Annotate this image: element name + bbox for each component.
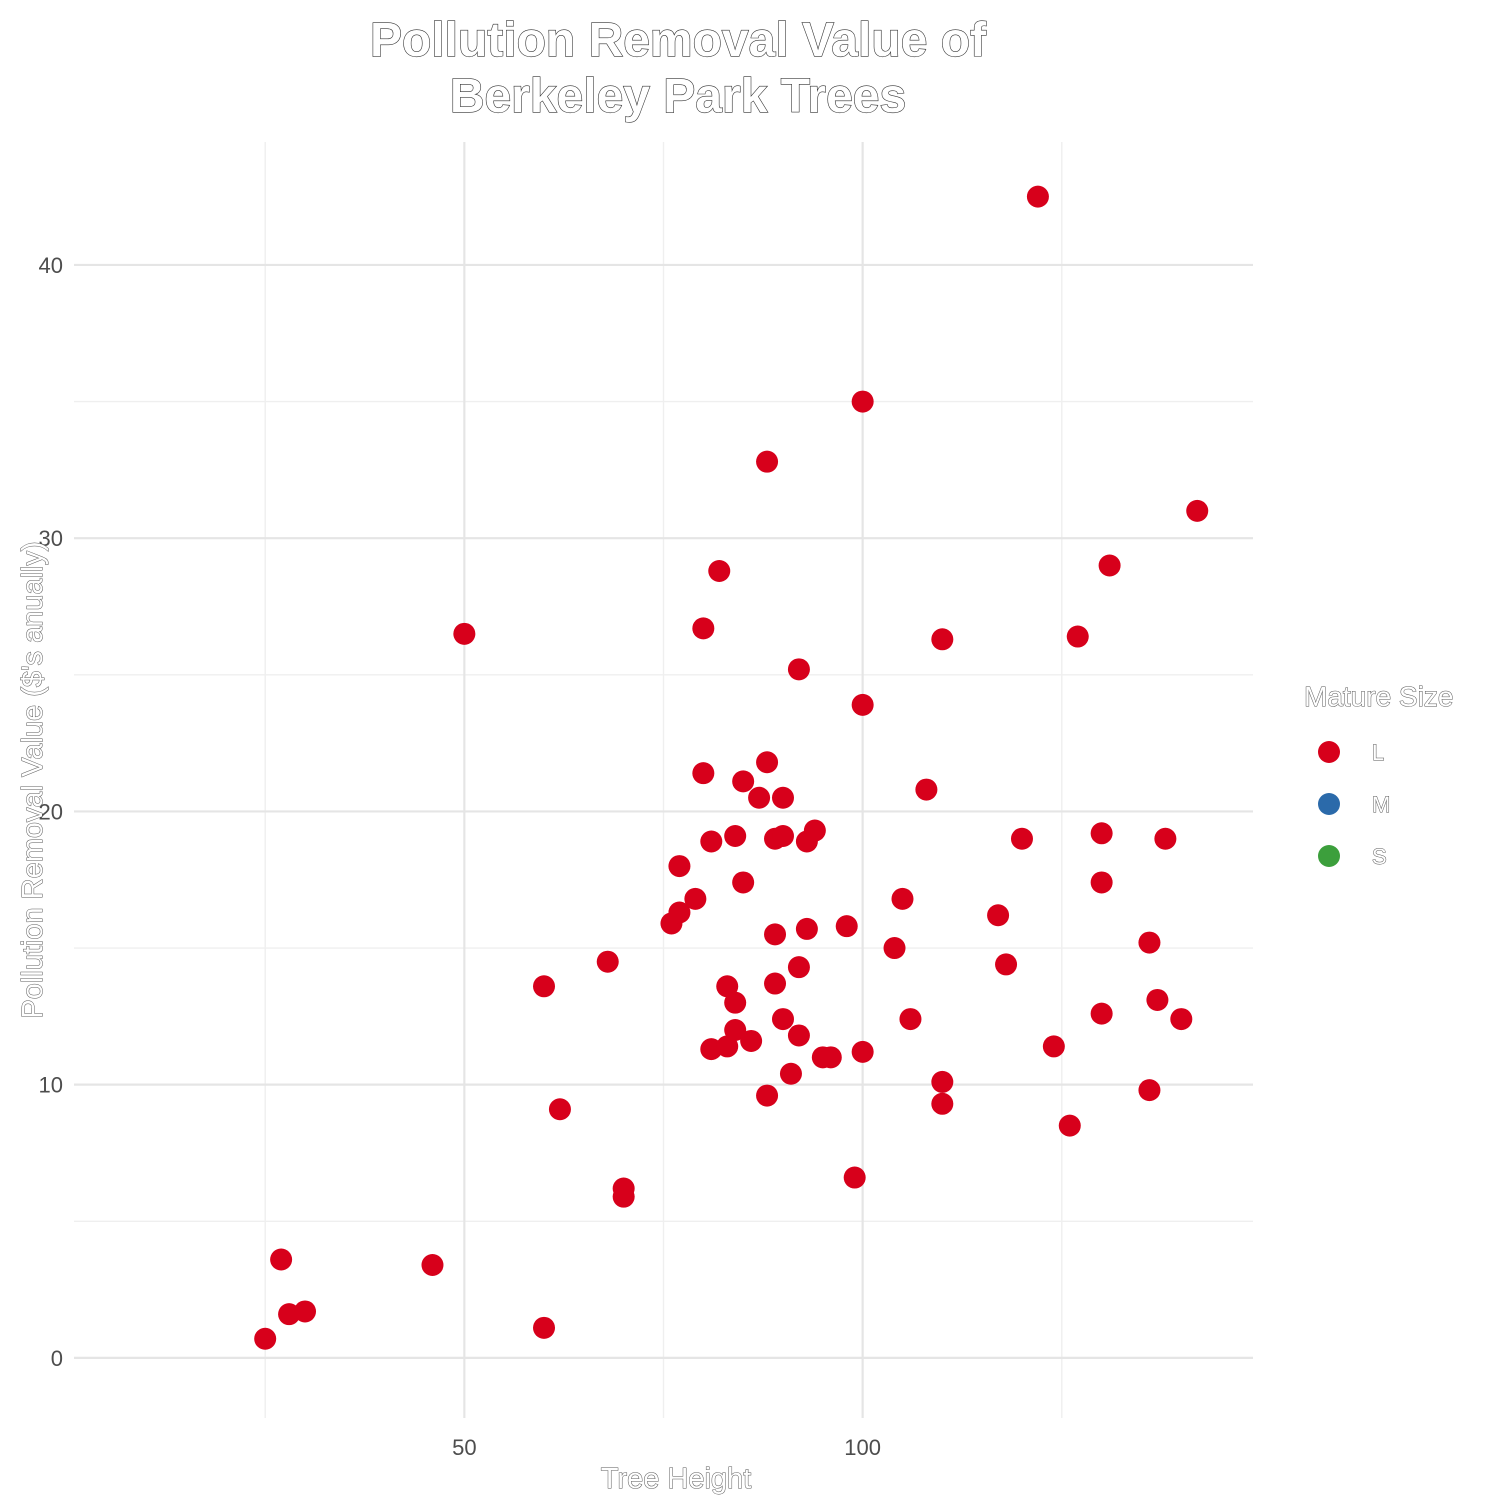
legend-key-marker <box>1318 845 1340 867</box>
data-point <box>1146 988 1169 1011</box>
data-point <box>787 658 810 681</box>
data-point <box>724 991 747 1014</box>
data-point <box>684 887 707 910</box>
data-point <box>787 1024 810 1047</box>
y-tick-label: 0 <box>51 1346 63 1371</box>
data-point <box>756 751 779 774</box>
data-point <box>771 1008 794 1031</box>
y-tick-label: 30 <box>39 526 63 551</box>
data-point <box>1098 554 1121 577</box>
data-point <box>748 786 771 809</box>
legend-key-marker <box>1318 793 1340 815</box>
data-point <box>771 786 794 809</box>
data-point <box>1026 185 1049 208</box>
data-point <box>740 1029 763 1052</box>
data-point <box>851 1040 874 1063</box>
data-point <box>548 1098 571 1121</box>
data-point <box>835 915 858 938</box>
data-point <box>764 972 787 995</box>
chart-title-line-2: Berkeley Park Trees <box>450 70 906 123</box>
data-point <box>724 1019 747 1042</box>
data-point <box>803 819 826 842</box>
data-point <box>612 1185 635 1208</box>
data-point <box>1058 1114 1081 1137</box>
data-point <box>899 1008 922 1031</box>
data-point <box>787 956 810 979</box>
data-point <box>732 770 755 793</box>
legend-keys: L M S <box>1318 740 1391 870</box>
legend-key-label: L <box>1372 740 1384 765</box>
data-points <box>254 185 1209 1350</box>
data-point <box>254 1327 277 1350</box>
data-point <box>851 693 874 716</box>
data-point <box>596 950 619 973</box>
data-point <box>883 937 906 960</box>
data-point <box>1066 625 1089 648</box>
data-point <box>1170 1008 1193 1031</box>
data-point <box>1138 931 1161 954</box>
plot-grid <box>74 142 1253 1418</box>
data-point <box>453 622 476 645</box>
chart-title-line-1: Pollution Removal Value of <box>370 14 987 67</box>
data-point <box>716 975 739 998</box>
y-tick-label: 40 <box>39 253 63 278</box>
data-point <box>1186 499 1209 522</box>
data-point <box>668 901 691 924</box>
axis-ticks: 50 100 0 10 20 30 40 <box>39 253 881 1460</box>
data-point <box>668 855 691 878</box>
data-point <box>915 778 938 801</box>
data-point <box>851 390 874 413</box>
data-point <box>995 953 1018 976</box>
y-axis-title: Pollution Removal Value ($'s anually) <box>17 541 49 1018</box>
x-tick-label: 50 <box>452 1435 476 1460</box>
data-point <box>819 1046 842 1069</box>
data-point <box>1090 1002 1113 1025</box>
data-point <box>1154 827 1177 850</box>
data-point <box>270 1248 293 1271</box>
data-point <box>716 1035 739 1058</box>
legend-title: Mature Size <box>1304 681 1453 712</box>
data-point <box>779 1062 802 1085</box>
data-point <box>891 887 914 910</box>
data-point <box>732 871 755 894</box>
x-tick-label: 100 <box>844 1435 881 1460</box>
data-point <box>708 559 731 582</box>
data-point <box>692 762 715 785</box>
data-point <box>1090 871 1113 894</box>
data-point <box>724 825 747 848</box>
data-point <box>931 1092 954 1115</box>
data-point <box>1042 1035 1065 1058</box>
data-point <box>1138 1079 1161 1102</box>
y-tick-label: 10 <box>39 1073 63 1098</box>
y-tick-label: 20 <box>39 799 63 824</box>
data-point <box>771 825 794 848</box>
data-point <box>756 1084 779 1107</box>
data-point <box>764 923 787 946</box>
data-point <box>692 617 715 640</box>
data-point <box>533 975 556 998</box>
data-point <box>843 1166 866 1189</box>
data-point <box>931 1070 954 1093</box>
legend-key-marker <box>1318 741 1340 763</box>
data-point <box>756 450 779 473</box>
data-point <box>700 830 723 853</box>
data-point <box>987 904 1010 927</box>
x-axis-title: Tree Height <box>601 1463 751 1495</box>
legend: Mature Size L M S <box>1304 681 1454 870</box>
legend-key-label: M <box>1372 792 1390 817</box>
data-point <box>421 1253 444 1276</box>
data-point <box>533 1316 556 1339</box>
data-point <box>1010 827 1033 850</box>
data-point <box>795 917 818 940</box>
data-point <box>1090 822 1113 845</box>
data-point <box>294 1300 317 1323</box>
data-point <box>931 628 954 651</box>
legend-key-label: S <box>1372 844 1387 869</box>
